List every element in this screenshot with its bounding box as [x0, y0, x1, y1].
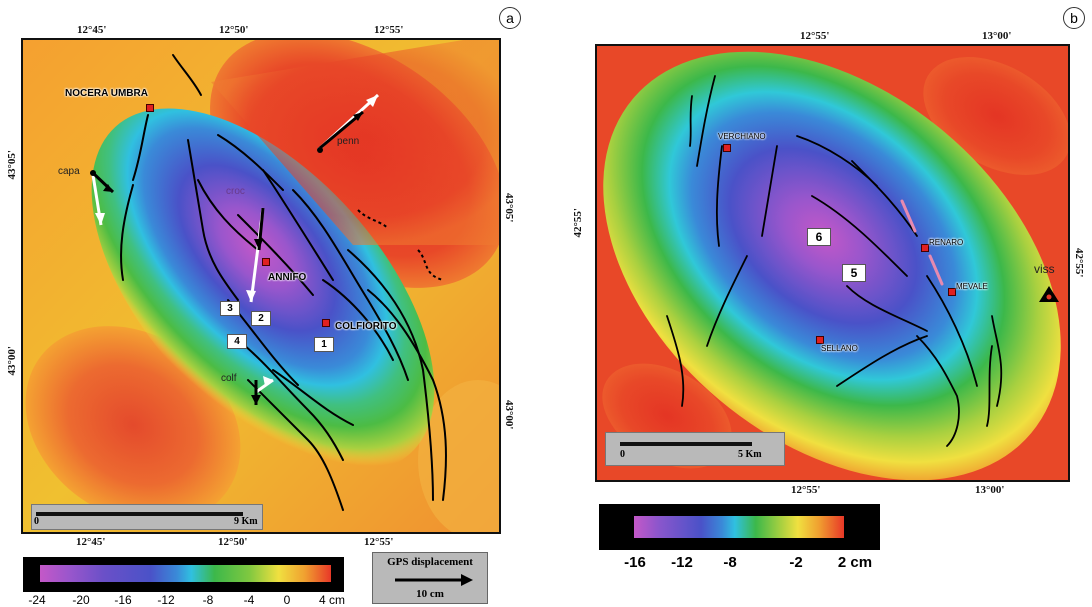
fault-trace — [172, 54, 202, 96]
cbar-a-tick: -4 — [243, 593, 255, 607]
town-marker-mevale — [948, 288, 956, 296]
panel-a-right-lat-2: 43°00' — [503, 400, 515, 430]
cbar-a-tick: -16 — [114, 593, 132, 607]
gps-station-triangle-icon — [1039, 286, 1059, 302]
cbar-a-tick: -24 — [28, 593, 46, 607]
cbar-b-tick: -2 — [789, 554, 803, 571]
panel-b-letter: b — [1063, 7, 1085, 29]
fault-number-5: 5 — [842, 264, 866, 282]
panel-b-deformation-field — [597, 46, 1068, 480]
scalebar-start-label: 0 — [34, 516, 39, 527]
panel-a-deformation-field — [23, 40, 499, 532]
town-label-renaro: RENARO — [929, 238, 964, 247]
scalebar-start-label: 0 — [620, 449, 625, 460]
cbar-a-tick: -12 — [157, 593, 175, 607]
cbar-a-tick: 4 cm — [318, 593, 346, 607]
town-marker-nocera-umbra — [146, 104, 154, 112]
surface-rupture — [900, 199, 944, 286]
fault-number-3: 3 — [220, 301, 240, 316]
cbar-b-tick: -8 — [723, 554, 737, 571]
gps-site-penn: penn — [337, 136, 360, 147]
cbar-a-tick: -8 — [202, 593, 214, 607]
scalebar-end-label: 9 Km — [234, 516, 258, 527]
town-label-sellano: SELLANO — [821, 344, 858, 353]
panel-a-top-lon-3: 12°55' — [374, 24, 404, 36]
fault-number-2: 2 — [251, 311, 271, 326]
panel-b-top-lon-1: 12°55' — [800, 30, 830, 42]
panel-a-bottom-lon-1: 12°45' — [76, 536, 106, 548]
fault-number-1: 1 — [314, 337, 334, 352]
panel-b-left-lat: 42°55' — [572, 208, 584, 238]
town-marker-colfiorito — [322, 319, 330, 327]
gps-site-capa: capa — [58, 166, 80, 177]
town-label-mevale: MEVALE — [956, 282, 988, 291]
gps-legend-title: GPS displacement — [387, 556, 473, 568]
cbar-b-tick: 2 cm — [837, 554, 873, 571]
town-label-nocera-umbra: NOCERA UMBRA — [65, 88, 148, 99]
gps-legend-value: 10 cm — [416, 588, 444, 600]
town-marker-renaro — [921, 244, 929, 252]
gps-displacement-legend: GPS displacement 10 cm — [372, 552, 488, 604]
town-marker-annifo — [262, 258, 270, 266]
panel-a-scalebar: 0 9 Km — [31, 504, 263, 530]
panel-b-bottom-lon-1: 12°55' — [791, 484, 821, 496]
panel-a-left-lat-1: 43°05' — [6, 150, 18, 180]
cbar-a-tick: 0 — [283, 593, 291, 607]
panel-a-left-lat-2: 43°00' — [6, 346, 18, 376]
fault-number-6: 6 — [807, 228, 831, 246]
town-label-verchiano: VERCHIANO — [718, 132, 766, 141]
panel-a-bottom-lon-2: 12°50' — [218, 536, 248, 548]
panel-b-right-lat: 42°55' — [1073, 248, 1085, 278]
panel-b-bottom-lon-2: 13°00' — [975, 484, 1005, 496]
gps-site-viss: viss — [1034, 262, 1055, 276]
cbar-b-tick: -12 — [671, 554, 693, 571]
panel-a-top-lon-1: 12°45' — [77, 24, 107, 36]
gps-site-colf: colf — [221, 373, 237, 384]
town-label-colfiorito: COLFIORITO — [335, 321, 397, 332]
fault-number-4: 4 — [227, 334, 247, 349]
fault-trace — [696, 75, 716, 167]
panel-b-colorbar — [599, 504, 880, 550]
panel-a-letter: a — [499, 7, 521, 29]
cbar-a-tick: -20 — [72, 593, 90, 607]
town-label-annifo: ANNIFO — [268, 272, 307, 283]
panel-b-map: VERCHIANO RENARO MEVALE SELLANO viss 6 5… — [595, 44, 1070, 482]
town-marker-sellano — [816, 336, 824, 344]
panel-b-scalebar: 0 5 Km — [605, 432, 785, 466]
gps-legend-arrow — [395, 574, 473, 586]
panel-a-right-lat-1: 43°05' — [503, 193, 515, 223]
panel-a-bottom-lon-3: 12°55' — [364, 536, 394, 548]
scalebar-end-label: 5 Km — [738, 449, 762, 460]
cbar-b-tick: -16 — [624, 554, 646, 571]
panel-a-colorbar-ticks: -24 -20 -16 -12 -8 -4 0 4 cm — [23, 593, 353, 607]
panel-a-top-lon-2: 12°50' — [219, 24, 249, 36]
panel-a-colorbar — [23, 557, 344, 592]
panel-a-map: NOCERA UMBRA ANNIFO COLFIORITO penn capa… — [21, 38, 501, 534]
panel-b-colorbar-ticks: -16 -12 -8 -2 2 cm — [599, 554, 889, 572]
gps-site-croc: croc — [226, 186, 245, 197]
town-marker-verchiano — [723, 144, 731, 152]
panel-b-top-lon-2: 13°00' — [982, 30, 1012, 42]
